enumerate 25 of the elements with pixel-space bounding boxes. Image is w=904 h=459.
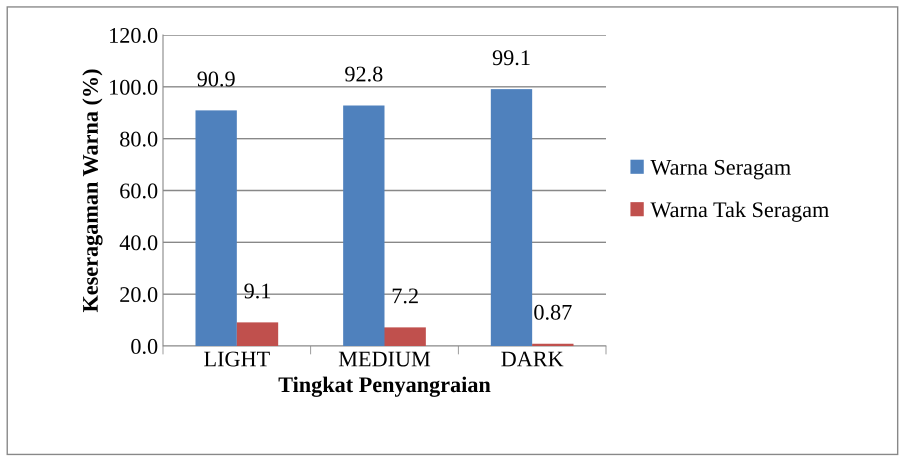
data-label: 99.1: [492, 50, 530, 66]
x-tick-label: DARK: [501, 352, 564, 366]
y-tick-label: 120.0: [110, 28, 158, 44]
y-tick-label: 60.0: [120, 183, 158, 199]
legend-label: Warna Tak Seragam: [650, 202, 829, 222]
data-label: 0.87: [534, 304, 572, 320]
y-tick-label: 80.0: [120, 132, 158, 147]
y-tick-label: 0.0: [131, 338, 158, 354]
data-label: 9.1: [244, 284, 270, 299]
data-label: 7.2: [392, 288, 418, 304]
x-tick-label: LIGHT: [204, 352, 270, 366]
y-axis-title: Keseragaman Warna (%): [82, 69, 103, 312]
data-label: 92.8: [345, 66, 382, 82]
y-tick-label: 20.0: [120, 287, 158, 302]
y-tick-label: 40.0: [120, 235, 158, 250]
legend-label: Warna Seragam: [650, 160, 791, 180]
y-tick-label: 100.0: [110, 80, 158, 95]
bar: [236, 322, 278, 346]
bar: [490, 89, 532, 346]
bar: [343, 105, 384, 346]
data-label: 90.9: [197, 71, 235, 87]
bar: [384, 327, 426, 346]
x-tick-label: MEDIUM: [338, 352, 430, 366]
x-axis-title: Tingkat Penyangraian: [278, 376, 490, 397]
bar: [195, 110, 237, 346]
